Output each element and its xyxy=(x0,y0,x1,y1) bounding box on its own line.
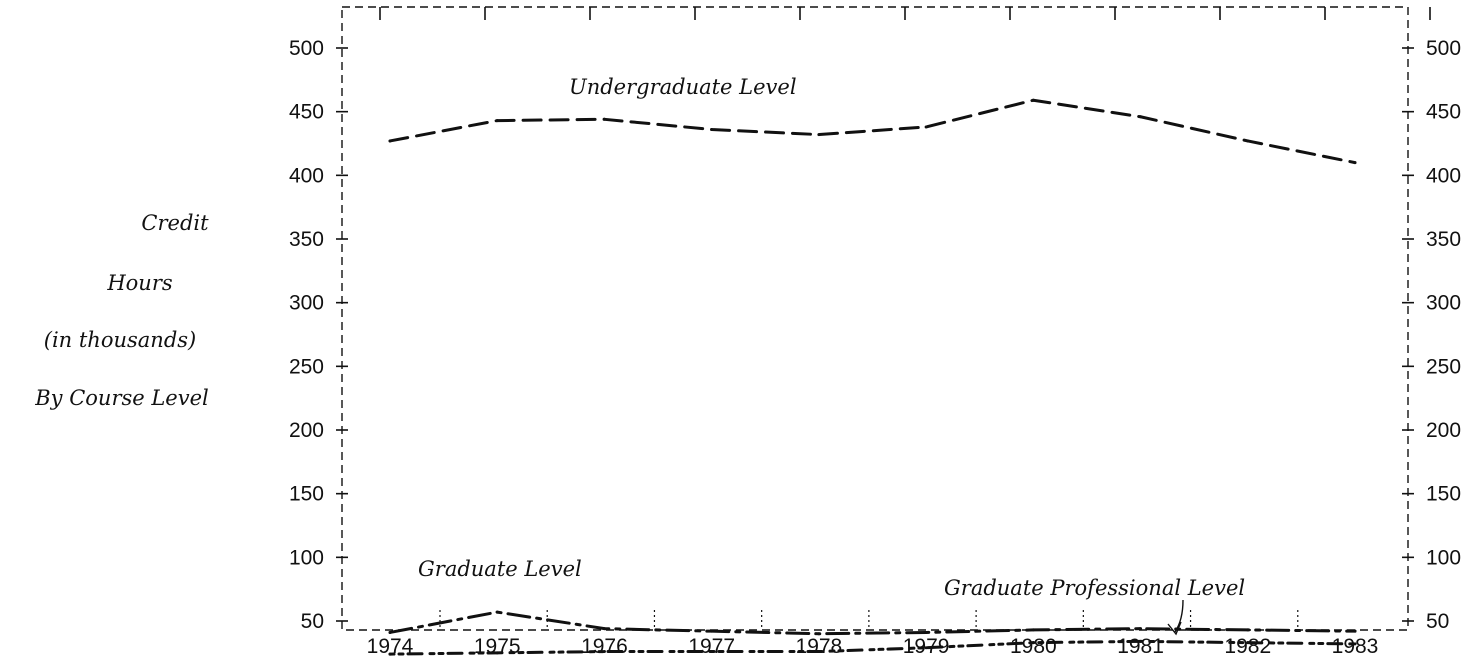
series-point xyxy=(1139,115,1143,119)
series-point xyxy=(602,627,606,631)
series-point xyxy=(495,651,499,655)
series-line-0 xyxy=(388,98,1357,165)
series-point xyxy=(1031,641,1035,645)
y-tick-label-left: 100 xyxy=(289,546,324,569)
ylabel-line-2: Hours xyxy=(106,271,173,295)
x-tick-label: 1975 xyxy=(474,635,521,658)
series-point xyxy=(1246,139,1250,143)
series-point xyxy=(1353,161,1357,165)
y-tick-label-right: 350 xyxy=(1426,228,1461,251)
x-tick-label: 1982 xyxy=(1224,635,1271,658)
series-point xyxy=(924,630,928,634)
y-tick-label-right: 400 xyxy=(1426,164,1461,187)
series-point xyxy=(817,632,821,636)
series-point xyxy=(1031,628,1035,632)
y-tick-label-left: 300 xyxy=(289,292,324,315)
annotation-gradprof-arrowhead xyxy=(1167,621,1182,636)
series-point xyxy=(1353,642,1357,646)
x-tick-label: 1976 xyxy=(581,635,628,658)
x-tick-label: 1977 xyxy=(688,635,735,658)
y-tick-label-right: 300 xyxy=(1426,292,1461,315)
series-point xyxy=(1246,628,1250,632)
ylabel-line-4: By Course Level xyxy=(34,386,209,410)
x-tick-label: 1978 xyxy=(796,635,843,658)
series-point xyxy=(1139,627,1143,631)
series-point xyxy=(710,127,714,131)
series-point xyxy=(602,117,606,121)
y-tick-label-left: 250 xyxy=(289,355,324,378)
series-point xyxy=(495,610,499,614)
series-lines xyxy=(388,98,1357,656)
annotation-grad: Graduate Level xyxy=(418,557,582,581)
series-point xyxy=(924,125,928,129)
y-tick-label-right: 250 xyxy=(1426,355,1461,378)
x-tick-label: 1983 xyxy=(1332,635,1379,658)
y-tick-label-left: 50 xyxy=(301,610,324,633)
series-point xyxy=(388,630,392,634)
y-tick-label-left: 400 xyxy=(289,164,324,187)
series-point xyxy=(1031,98,1035,102)
y-tick-label-right: 100 xyxy=(1426,546,1461,569)
series-point xyxy=(388,652,392,656)
series-point xyxy=(924,646,928,650)
annotation-undergrad: Undergraduate Level xyxy=(569,75,797,99)
series-point xyxy=(602,650,606,654)
x-tick-label: 1980 xyxy=(1010,635,1057,658)
y-tick-label-right: 450 xyxy=(1426,101,1461,124)
ylabel-line-1: Credit xyxy=(141,211,209,235)
x-tick-label: 1981 xyxy=(1117,635,1164,658)
x-tick-label: 1979 xyxy=(903,635,950,658)
series-point xyxy=(710,650,714,654)
series-point xyxy=(388,139,392,143)
series-point xyxy=(1353,629,1357,633)
axis-ticks xyxy=(336,7,1431,630)
series-point xyxy=(817,650,821,654)
y-tick-label-left: 150 xyxy=(289,483,324,506)
y-tick-label-right: 50 xyxy=(1426,610,1449,633)
y-tick-label-left: 500 xyxy=(289,37,324,60)
series-line-2 xyxy=(388,639,1357,656)
series-point xyxy=(1246,641,1250,645)
annotation-gradprof: Graduate Professional Level xyxy=(944,576,1245,600)
y-tick-label-left: 350 xyxy=(289,228,324,251)
y-tick-label-right: 150 xyxy=(1426,483,1461,506)
series-point xyxy=(710,629,714,633)
ylabel-line-3: (in thousands) xyxy=(44,328,196,352)
series-point xyxy=(817,133,821,137)
x-tick-label: 1974 xyxy=(367,635,414,658)
series-line-1 xyxy=(388,610,1357,636)
series-point xyxy=(495,119,499,123)
plot-frame xyxy=(341,6,1409,631)
y-tick-label-left: 450 xyxy=(289,101,324,124)
y-tick-label-right: 200 xyxy=(1426,419,1461,442)
axis-labels: 500 450 400 350 300 250 200 150 100 50 500 450 400 35… xyxy=(289,37,1461,658)
series-point xyxy=(1139,639,1143,643)
y-tick-label-left: 200 xyxy=(289,419,324,442)
y-tick-label-right: 500 xyxy=(1426,37,1461,60)
